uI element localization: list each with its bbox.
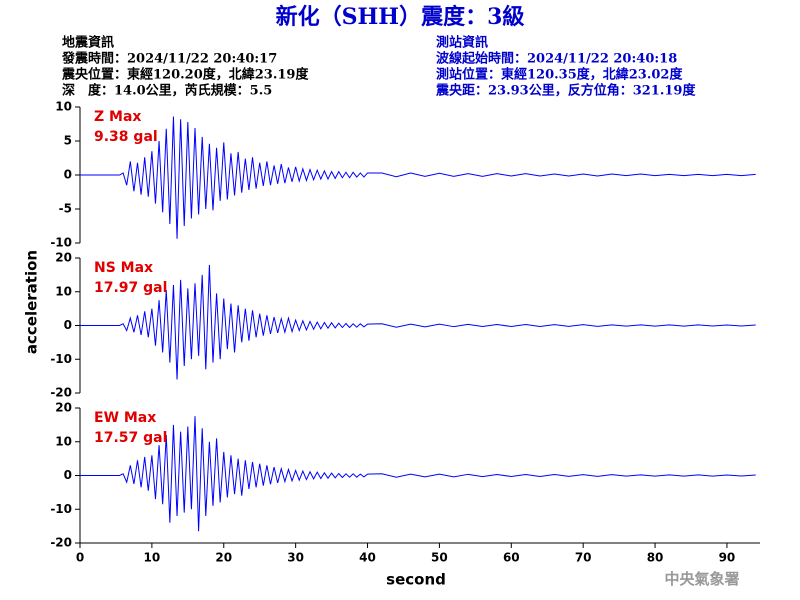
y-tick-label: 5	[64, 134, 72, 148]
info-right: 測站位置：東經120.35度，北緯23.02度	[436, 67, 683, 83]
y-tick-label: -10	[50, 502, 72, 516]
x-tick-label: 60	[503, 551, 520, 565]
y-tick-label: -10	[50, 352, 72, 366]
x-tick-label: 50	[431, 551, 448, 565]
x-axis-label: second	[386, 571, 446, 589]
info-right: 震央距：23.93公里，反方位角：321.19度	[435, 83, 696, 99]
y-tick-label: 0	[64, 468, 72, 482]
info-left: 震央位置：東經120.20度，北緯23.19度	[61, 67, 309, 83]
credit: 中央氣象署	[664, 570, 739, 588]
y-tick-label: 0	[64, 168, 72, 182]
peak-annotation: 9.38 gal	[94, 129, 158, 145]
y-tick-label: -10	[50, 236, 72, 250]
y-axis-label: acceleration	[23, 250, 41, 354]
x-tick-label: 20	[215, 551, 232, 565]
series-name: Z Max	[94, 109, 141, 125]
x-tick-label: 30	[287, 551, 304, 565]
info-left: 發震時間：2024/11/22 20:40:17	[61, 51, 277, 67]
peak-annotation: 17.57 gal	[94, 430, 167, 446]
y-tick-label: 20	[55, 401, 72, 415]
info-left: 深 度：14.0公里，芮氏規模：5.5	[62, 83, 272, 99]
chart-title: 新化（SHH）震度：3級	[276, 4, 525, 30]
y-tick-label: 20	[55, 251, 72, 265]
x-tick-label: 80	[647, 551, 664, 565]
info-right: 測站資訊	[436, 35, 488, 51]
x-tick-label: 70	[575, 551, 592, 565]
y-tick-label: -20	[50, 386, 72, 400]
y-tick-label: 0	[64, 318, 72, 332]
series-name: NS Max	[94, 260, 153, 276]
x-tick-label: 10	[144, 551, 161, 565]
y-tick-label: 10	[55, 100, 72, 114]
waveform	[80, 416, 756, 532]
x-tick-label: 90	[719, 551, 736, 565]
x-tick-label: 40	[359, 551, 376, 565]
waveform	[80, 264, 756, 380]
waveform	[80, 116, 756, 239]
y-tick-label: -5	[59, 202, 72, 216]
info-right: 波線起始時間：2024/11/22 20:40:18	[436, 51, 677, 67]
peak-annotation: 17.97 gal	[94, 280, 167, 296]
y-tick-label: 10	[55, 284, 72, 298]
info-left: 地震資訊	[62, 35, 114, 51]
y-tick-label: 10	[55, 434, 72, 448]
series-name: EW Max	[94, 410, 156, 426]
x-tick-label: 0	[76, 551, 84, 565]
y-tick-label: -20	[50, 536, 72, 550]
